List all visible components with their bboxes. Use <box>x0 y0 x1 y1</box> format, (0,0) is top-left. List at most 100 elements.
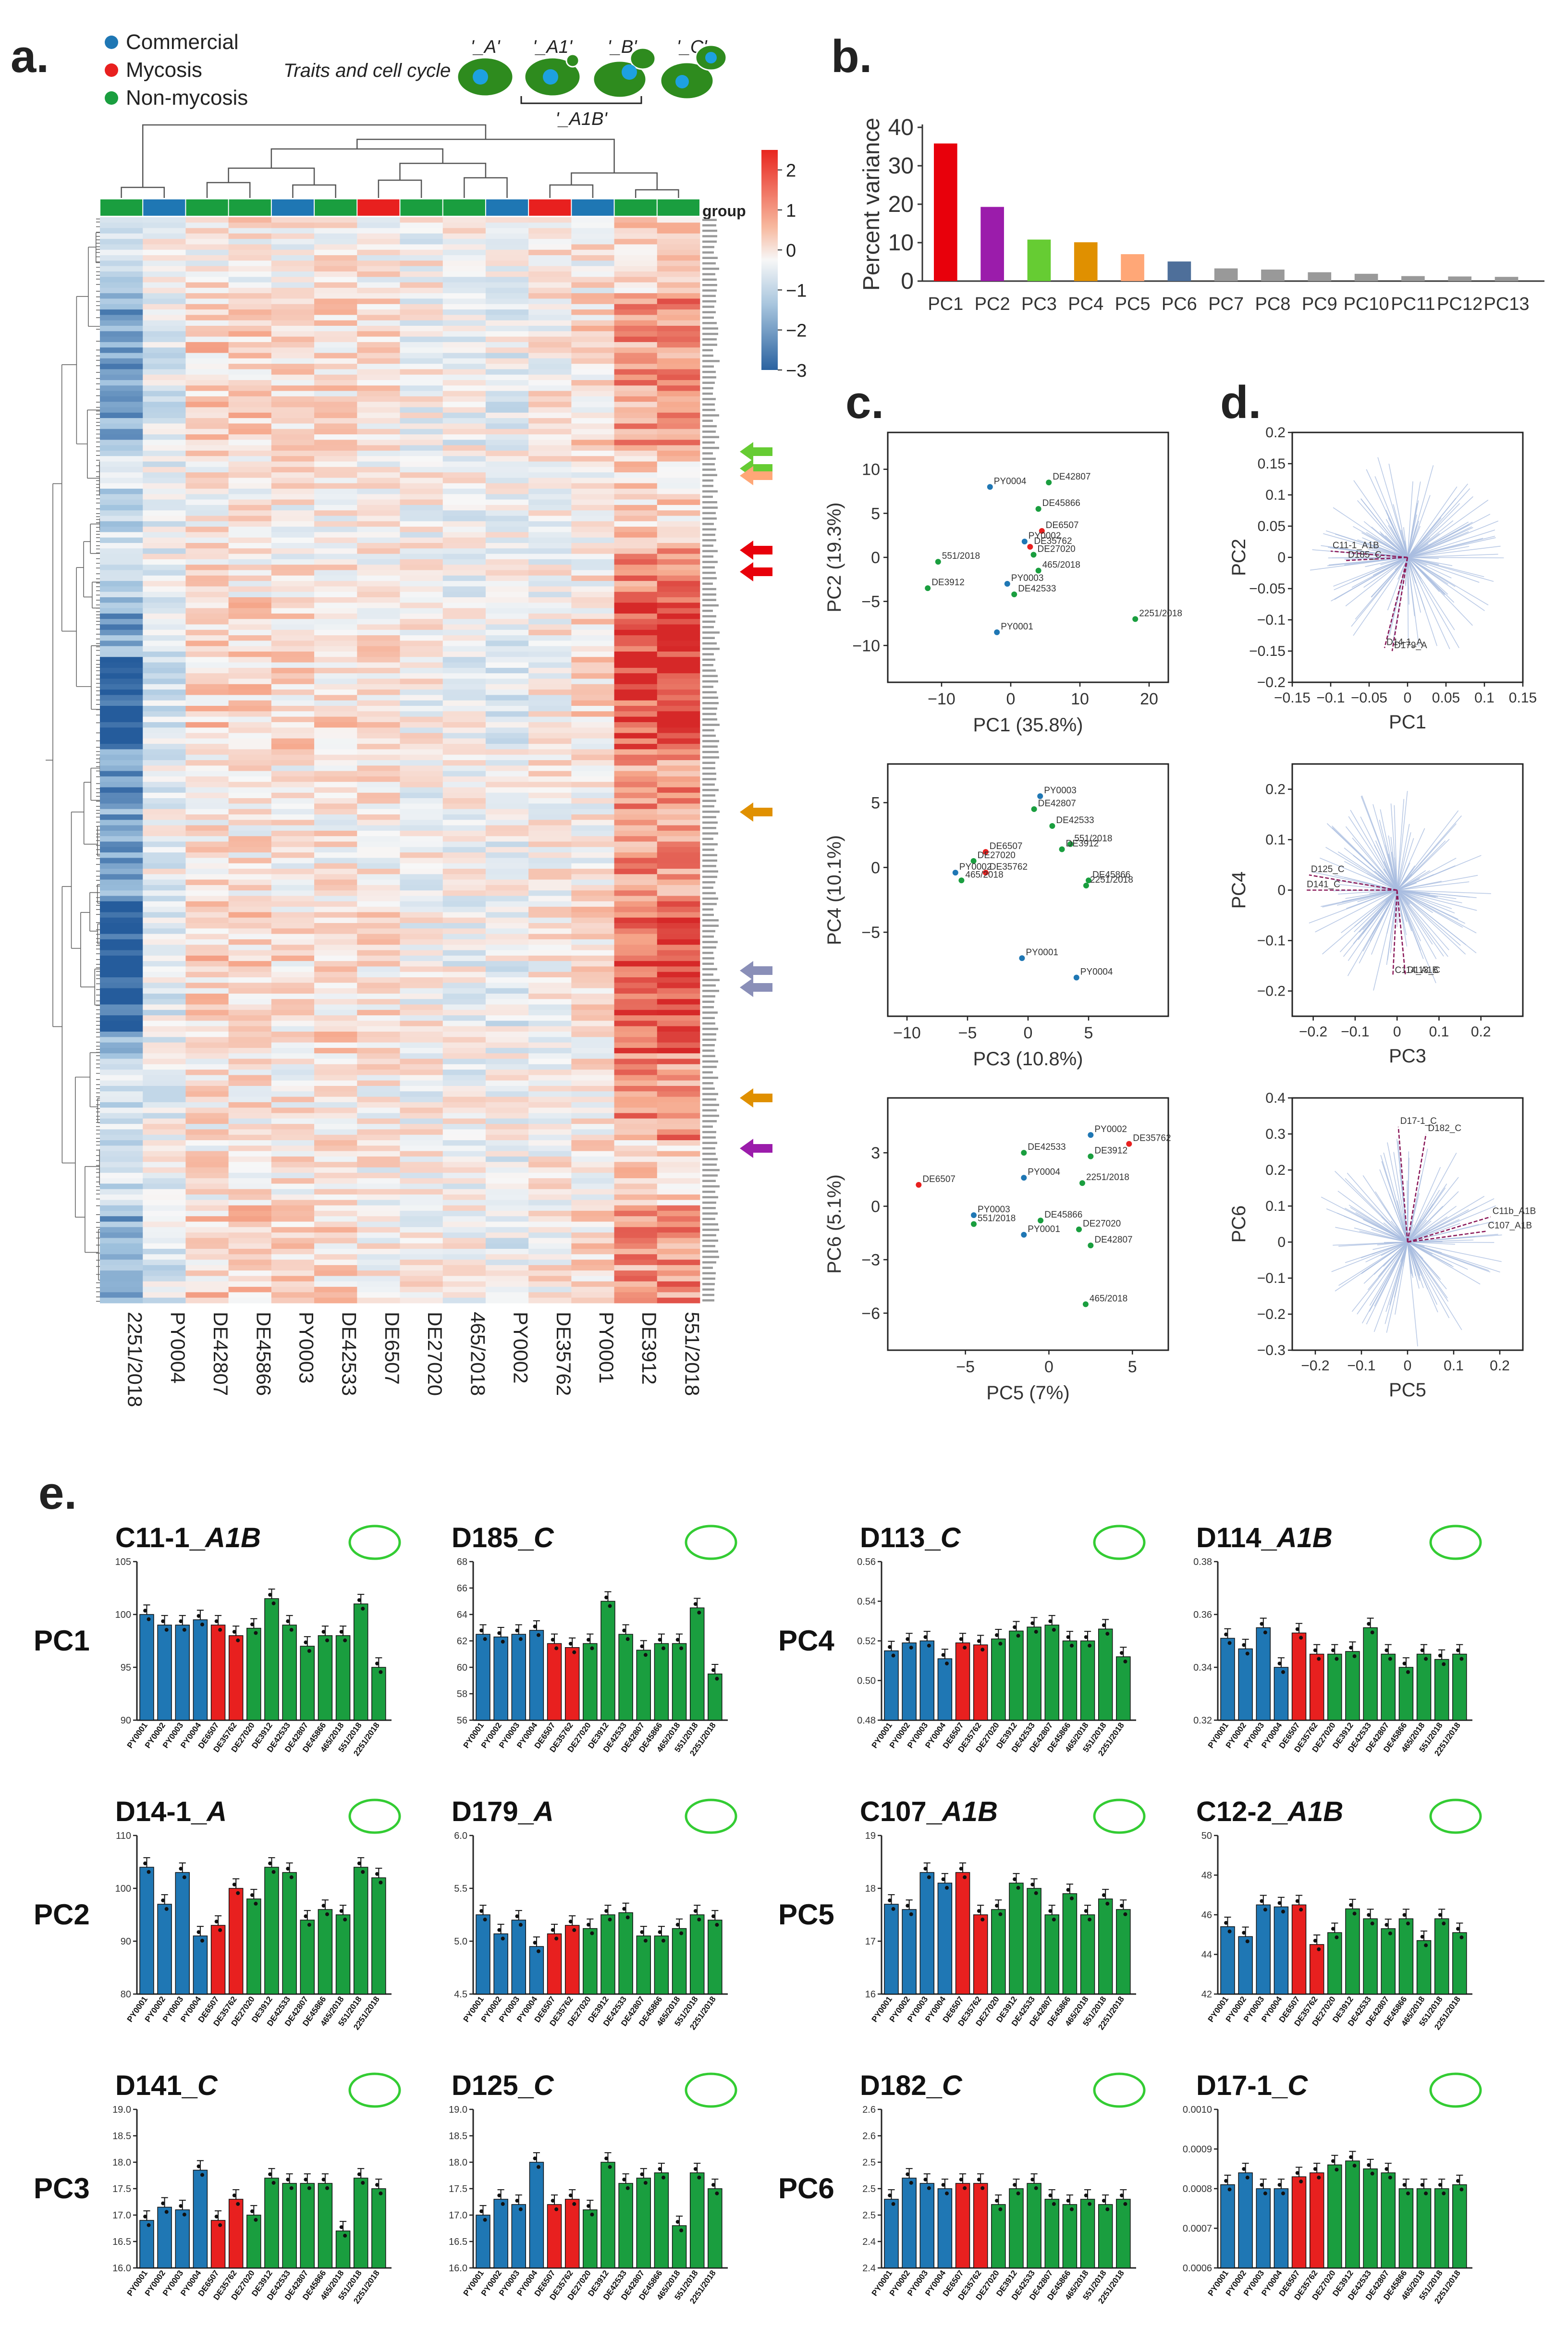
heatmap-cell <box>571 950 614 956</box>
heatmap-cell <box>143 499 186 505</box>
trait-bar <box>564 1647 580 1721</box>
heatmap-cell <box>571 662 614 668</box>
heatmap-cell <box>228 961 272 967</box>
row-label-stub <box>702 973 713 976</box>
heatmap-cell <box>271 1265 315 1271</box>
heatmap-cell <box>185 309 229 315</box>
heatmap-cell <box>442 1297 486 1304</box>
heatmap-cell <box>442 988 486 994</box>
heatmap-cell <box>614 966 658 973</box>
heatmap-cell <box>485 820 529 825</box>
heatmap-cell <box>528 548 572 554</box>
heatmap-cell <box>100 510 143 516</box>
heatmap-cell <box>571 1216 614 1222</box>
trait-bar <box>1009 1883 1024 1995</box>
loading-vector <box>1353 557 1408 636</box>
heatmap-cell <box>228 722 272 728</box>
heatmap-cell <box>314 608 357 614</box>
loading-vector <box>1407 557 1485 611</box>
scatter-point-label: 465/2018 <box>1042 560 1080 570</box>
heatmap-cell <box>357 374 400 381</box>
heatmap-cell <box>571 456 614 462</box>
trait-title: D114_A1B <box>1196 1522 1333 1553</box>
heatmap-cell <box>442 695 486 701</box>
heatmap-cell <box>314 499 357 505</box>
heatmap-cell <box>100 1064 143 1070</box>
row-label-stub <box>702 854 717 857</box>
legend-dot-mycosis <box>105 63 118 77</box>
heatmap-cell <box>442 1243 486 1249</box>
heatmap-cell <box>400 418 443 424</box>
x-tick-label: PC4 <box>1068 294 1103 314</box>
heatmap-cell <box>228 733 272 739</box>
heatmap-cell <box>442 782 486 788</box>
heatmap-cell <box>271 1297 315 1304</box>
heatmap-cell <box>143 478 186 484</box>
heatmap-cell <box>657 847 700 853</box>
trait-bar <box>583 1928 598 1995</box>
heatmap-cell <box>657 983 700 988</box>
scatter-point-label: PY0001 <box>1001 622 1033 632</box>
heatmap-cell <box>528 1080 572 1086</box>
heatmap-cell <box>442 635 486 641</box>
heatmap-cell <box>357 917 400 924</box>
heatmap-cell <box>143 662 186 668</box>
heatmap-cell <box>143 1243 186 1249</box>
heatmap-cell <box>657 690 700 695</box>
heatmap-cell <box>100 255 143 261</box>
heatmap-cell <box>228 499 272 505</box>
heatmap-cell <box>271 950 315 956</box>
heatmap-cell <box>100 1026 143 1032</box>
trait-bar <box>1027 1626 1041 1721</box>
heatmap-cell <box>528 472 572 478</box>
loading-vector <box>1381 1216 1408 1243</box>
heatmap-cell <box>228 570 272 576</box>
highlight-loading-vector <box>1346 556 1408 561</box>
heatmap-cell <box>185 939 229 945</box>
heatmap-cell <box>228 559 272 565</box>
data-dot <box>697 1611 701 1615</box>
heatmap-cell <box>614 847 658 853</box>
heatmap-cell <box>571 575 614 581</box>
heatmap-cell <box>442 364 486 369</box>
trait-bar <box>583 1643 598 1721</box>
heatmap-arrow <box>740 1088 772 1108</box>
heatmap-cell <box>185 787 229 793</box>
data-dot <box>518 1922 523 1927</box>
heatmap-cell <box>100 847 143 853</box>
heatmap-cell <box>314 1195 357 1200</box>
heatmap-cell <box>442 603 486 608</box>
highlight-loading-label: D182_C <box>1428 1123 1461 1133</box>
heatmap-cell <box>228 374 272 381</box>
heatmap-cell <box>571 1265 614 1271</box>
loading-vector <box>1373 1242 1408 1332</box>
row-label-stub <box>702 734 716 737</box>
heatmap-cell <box>442 727 486 733</box>
trait-bar <box>1291 1632 1307 1721</box>
heatmap-cell <box>271 690 315 695</box>
heatmap-cell <box>271 429 315 435</box>
data-dot <box>236 1891 240 1895</box>
heatmap-cell <box>614 1216 658 1222</box>
heatmap-cell <box>314 543 357 549</box>
heatmap-cell <box>271 445 315 451</box>
data-dot <box>1442 1662 1446 1666</box>
heatmap-cell <box>185 1070 229 1075</box>
heatmap-cell <box>528 966 572 973</box>
heatmap-cell <box>228 830 272 837</box>
heatmap-cell <box>228 792 272 799</box>
heatmap-cell <box>657 673 700 679</box>
heatmap-cell <box>228 1297 272 1304</box>
heatmap-cell <box>442 841 486 848</box>
data-dot <box>697 1917 701 1921</box>
heatmap-cell <box>228 483 272 489</box>
data-dot <box>1424 1657 1428 1661</box>
heatmap-cell <box>100 521 143 527</box>
heatmap-cell <box>442 1118 486 1124</box>
heatmap-cell <box>657 331 700 337</box>
loading-vector <box>1335 884 1397 891</box>
scatter-point <box>971 1212 977 1218</box>
heatmap-cell <box>442 1238 486 1244</box>
heatmap-cell <box>528 320 572 326</box>
heatmap-cell <box>143 255 186 261</box>
